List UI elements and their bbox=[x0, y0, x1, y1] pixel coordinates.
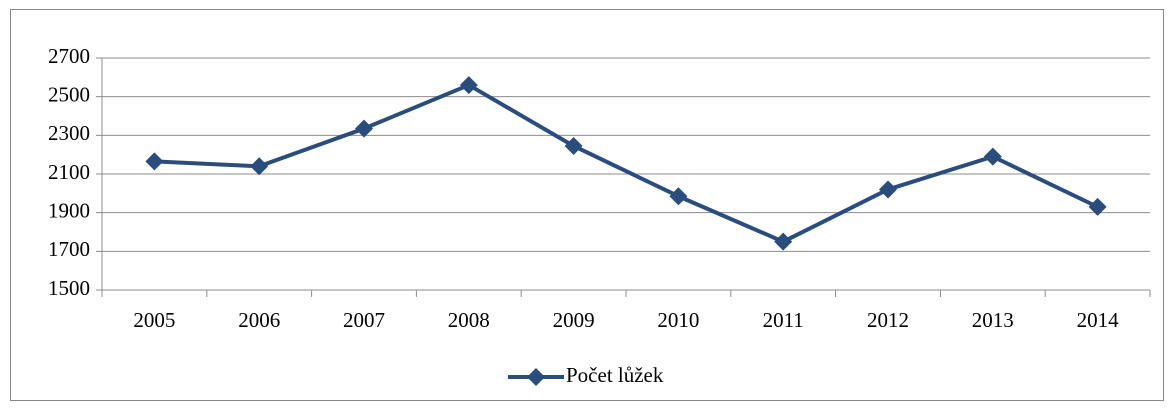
x-tick-label: 2013 bbox=[972, 308, 1014, 332]
marker bbox=[355, 119, 373, 138]
x-tick-label: 2011 bbox=[763, 308, 804, 332]
marker bbox=[774, 232, 793, 251]
x-tick-label: 2014 bbox=[1077, 308, 1120, 332]
x-tick-label: 2006 bbox=[238, 308, 280, 332]
x-tick-label: 2009 bbox=[553, 308, 595, 332]
marker bbox=[564, 136, 583, 155]
marker bbox=[1088, 197, 1107, 216]
y-tick-label: 2300 bbox=[48, 121, 90, 145]
marker bbox=[250, 157, 269, 176]
x-tick-label: 2010 bbox=[657, 308, 699, 332]
marker bbox=[983, 147, 1002, 166]
marker bbox=[879, 180, 897, 199]
x-tick-label: 2012 bbox=[867, 308, 909, 332]
series-line bbox=[154, 83, 1099, 244]
y-tick-label: 2100 bbox=[48, 160, 90, 184]
chart-frame bbox=[10, 9, 1164, 401]
x-tick-label: 2007 bbox=[343, 308, 385, 332]
marker bbox=[669, 187, 688, 206]
legend-label: Počet lůžek bbox=[566, 363, 664, 387]
marker bbox=[145, 152, 164, 171]
y-tick-label: 1900 bbox=[48, 198, 90, 222]
y-tick-label: 2700 bbox=[48, 44, 90, 68]
y-tick-label: 2500 bbox=[48, 82, 90, 106]
y-tick-label: 1500 bbox=[48, 276, 90, 300]
marker bbox=[459, 76, 478, 95]
x-tick-label: 2005 bbox=[133, 308, 175, 332]
y-tick-label: 1700 bbox=[48, 237, 90, 261]
legend-marker bbox=[527, 368, 545, 386]
x-tick-label: 2008 bbox=[448, 308, 490, 332]
